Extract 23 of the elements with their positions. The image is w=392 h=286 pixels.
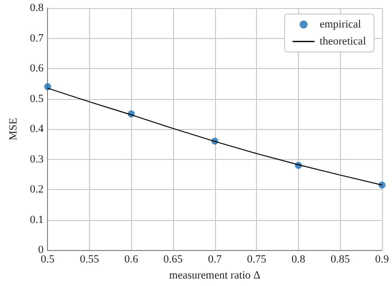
x-tick-label: 0.65 — [163, 254, 184, 266]
x-axis-title: measurement ratio Δ — [169, 270, 261, 282]
x-tick-label: 0.5 — [40, 254, 56, 266]
x-tick-label: 0.7 — [208, 254, 222, 266]
y-tick-label: 0.4 — [30, 123, 44, 136]
y-tick-label: 0.6 — [30, 62, 44, 75]
y-tick-label: 0.2 — [30, 184, 44, 196]
y-tick-label: 0.8 — [30, 2, 44, 14]
x-tick-label: 0.9 — [375, 254, 390, 266]
legend-label: theoretical — [320, 36, 366, 48]
y-axis-title: MSE — [8, 117, 20, 140]
legend-label: empirical — [320, 18, 362, 30]
y-tick-label: 0.1 — [30, 214, 44, 226]
x-tick-label: 0.8 — [292, 254, 306, 266]
x-tick-label: 0.75 — [246, 254, 267, 266]
x-tick-label: 0.55 — [80, 254, 100, 266]
x-tick-label: 0.85 — [330, 254, 350, 266]
x-tick-label: 0.6 — [124, 254, 139, 266]
point — [44, 83, 52, 90]
y-tick-label: 0 — [38, 244, 44, 256]
y-tick-label: 0.5 — [30, 92, 44, 105]
y-tick-label: 0.7 — [30, 32, 44, 44]
y-tick-label: 0.3 — [30, 153, 44, 166]
